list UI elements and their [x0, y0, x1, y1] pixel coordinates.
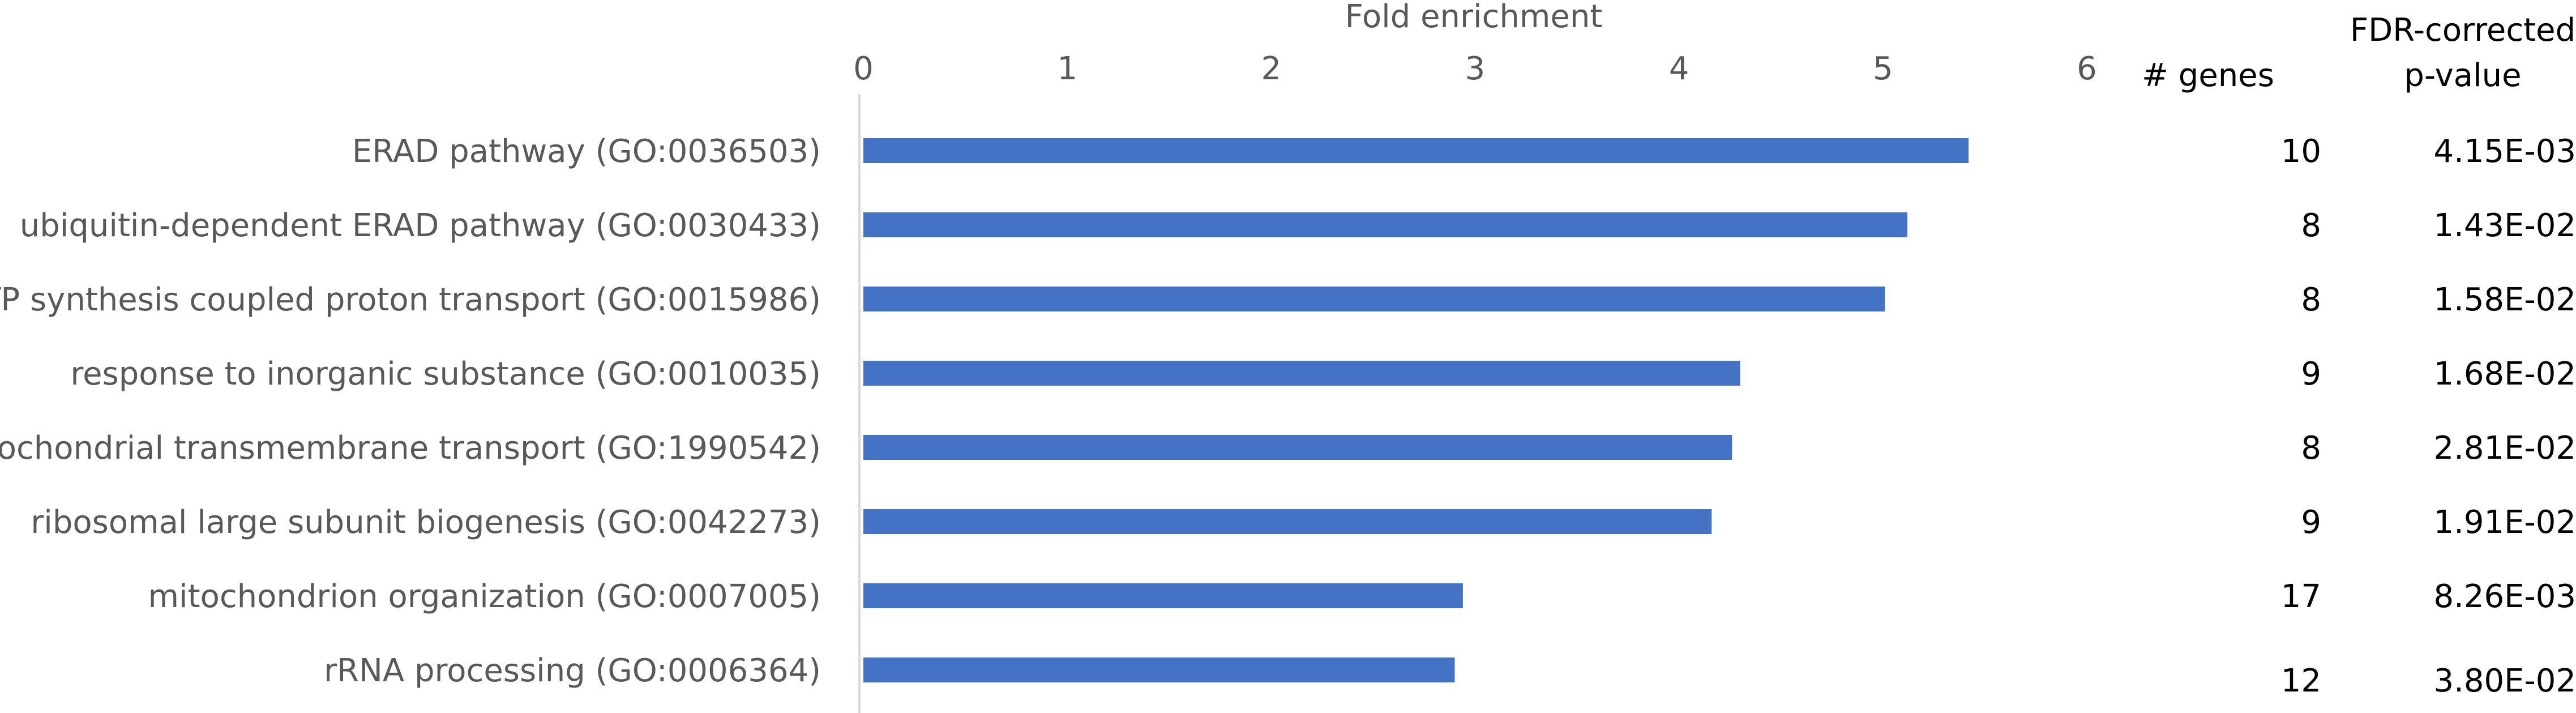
category-label: mitochondrion organization (GO:0007005) [148, 578, 821, 615]
x-axis-ticks: 0 1 2 3 4 5 6 [853, 50, 2097, 87]
category-label: ribosomal large subunit biogenesis (GO:0… [31, 504, 821, 541]
genes-count: 17 [2281, 578, 2321, 615]
genes-column: 10 8 8 9 8 9 17 12 [2281, 133, 2321, 699]
pvalue: 1.68E-02 [2433, 356, 2576, 392]
genes-count: 9 [2301, 356, 2321, 392]
bar [863, 138, 1969, 163]
pvalue: 1.91E-02 [2433, 504, 2576, 541]
x-tick-label: 0 [853, 50, 874, 87]
genes-count: 9 [2301, 504, 2321, 541]
category-label: mitochondrial transmembrane transport (G… [0, 430, 821, 467]
bar [863, 583, 1463, 608]
x-tick-label: 2 [1261, 50, 1282, 87]
genes-count: 12 [2281, 663, 2321, 699]
category-label: ERAD pathway (GO:0036503) [352, 133, 821, 170]
pvalue: 8.26E-03 [2433, 578, 2576, 615]
pvalue-column: 4.15E-03 1.43E-02 1.58E-02 1.68E-02 2.81E-02… [2433, 133, 2576, 699]
genes-count: 8 [2301, 430, 2321, 467]
bar [863, 658, 1455, 682]
pvalue: 1.43E-02 [2433, 207, 2576, 244]
category-label: ATP synthesis coupled proton transport (… [0, 281, 821, 318]
x-tick-label: 1 [1057, 50, 1077, 87]
x-tick-label: 4 [1669, 50, 1689, 87]
x-tick-label: 5 [1873, 50, 1893, 87]
genes-column-header: # genes [2142, 57, 2274, 94]
bar [863, 287, 1885, 311]
pvalue: 1.58E-02 [2433, 281, 2576, 318]
x-tick-label: 3 [1465, 50, 1486, 87]
pvalue-column-header-line1: FDR-corrected [2350, 12, 2575, 49]
genes-count: 8 [2301, 281, 2321, 318]
bar [863, 361, 1740, 386]
x-axis-title: Fold enrichment [1345, 0, 1603, 35]
pvalue: 2.81E-02 [2433, 430, 2576, 467]
category-labels: ERAD pathway (GO:0036503) ubiquitin-depen… [0, 133, 821, 689]
pvalue: 4.15E-03 [2433, 133, 2576, 170]
genes-count: 8 [2301, 207, 2321, 244]
bar [863, 435, 1732, 460]
x-tick-label: 6 [2077, 50, 2097, 87]
genes-count: 10 [2281, 133, 2321, 170]
bar [863, 212, 1908, 237]
category-label: response to inorganic substance (GO:0010… [70, 356, 821, 392]
bars [863, 138, 1969, 682]
pvalue: 3.80E-02 [2433, 663, 2576, 699]
bar [863, 509, 1712, 534]
category-label: ubiquitin-dependent ERAD pathway (GO:003… [20, 207, 821, 244]
pvalue-column-header-line2: p-value [2404, 57, 2521, 94]
category-label: rRNA processing (GO:0006364) [324, 652, 821, 689]
